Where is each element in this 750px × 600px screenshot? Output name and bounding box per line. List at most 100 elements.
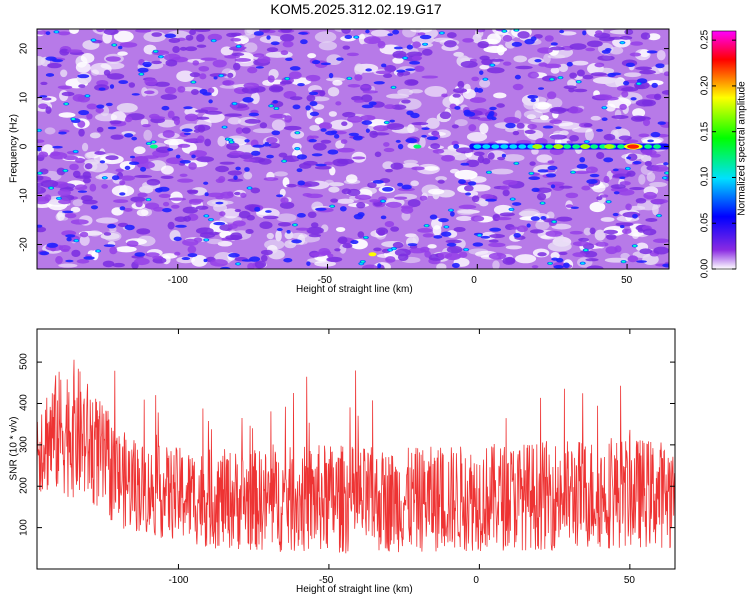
noise-high — [650, 131, 661, 138]
noise-mid — [188, 199, 202, 205]
noise-high — [296, 168, 303, 173]
noise-mid — [160, 175, 174, 180]
noise-peak-core — [444, 225, 449, 228]
noise-high — [542, 125, 554, 129]
noise-peak-core — [37, 129, 41, 132]
noise-mid — [653, 246, 669, 255]
noise-mid — [502, 189, 510, 197]
noise-high — [368, 101, 377, 106]
noise-high — [134, 252, 146, 257]
noise-mid — [179, 46, 187, 51]
noise-mid — [346, 52, 359, 57]
noise-mid — [568, 87, 575, 93]
noise-mid — [406, 51, 423, 58]
noise-high — [474, 87, 479, 93]
noise-high — [651, 82, 658, 88]
noise-mid — [619, 181, 631, 186]
noise-mid — [411, 121, 429, 126]
noise-peak-core — [580, 262, 585, 265]
noise-high — [421, 127, 430, 130]
noise-high — [511, 202, 522, 206]
noise-low — [314, 117, 324, 125]
noise-mid — [168, 197, 187, 201]
noise-low — [410, 29, 433, 33]
noise-mid — [282, 40, 294, 48]
noise-mid — [585, 258, 599, 262]
noise-mid — [109, 120, 122, 125]
noise-mid — [226, 142, 240, 150]
noise-mid — [289, 96, 303, 101]
noise-mid — [488, 242, 506, 248]
noise-mid — [270, 86, 283, 92]
noise-peak-core — [384, 121, 389, 124]
noise-low — [532, 101, 553, 114]
noise-high — [154, 187, 163, 193]
noise-low — [535, 220, 550, 231]
noise-low — [113, 30, 134, 43]
noise-high — [131, 136, 137, 141]
noise-high — [162, 207, 172, 213]
noise-low — [169, 191, 183, 204]
noise-high — [37, 146, 42, 152]
noise-mid — [336, 147, 355, 153]
noise-mid — [589, 227, 596, 235]
noise-high — [540, 216, 547, 220]
noise-high — [289, 66, 301, 71]
noise-mid — [476, 29, 486, 33]
top-y-tick-label: -20 — [18, 236, 30, 252]
noise-mid — [417, 228, 433, 233]
noise-mid — [537, 47, 553, 54]
noise-high — [202, 92, 212, 96]
noise-low — [559, 31, 577, 36]
noise-high — [175, 154, 181, 159]
noise-peak-core — [347, 77, 352, 80]
noise-low — [116, 103, 138, 113]
noise-mid — [318, 122, 333, 130]
noise-high — [603, 157, 614, 163]
noise-mid — [347, 115, 363, 123]
noise-high — [320, 62, 331, 66]
noise-high — [365, 29, 370, 34]
noise-mid — [586, 40, 603, 48]
noise-high — [235, 166, 241, 171]
noise-mid — [105, 155, 119, 161]
noise-peak-core — [388, 249, 392, 252]
noise-high — [297, 180, 306, 186]
noise-peak-core — [153, 50, 158, 53]
noise-high — [39, 251, 50, 256]
noise-peak-core — [285, 77, 290, 80]
noise-low — [426, 117, 440, 129]
noise-mid — [226, 32, 238, 38]
noise-mid — [446, 32, 457, 39]
top-y-axis-label: Frequency (Hz) — [8, 114, 20, 183]
noise-low — [454, 169, 478, 180]
colorbar-tick-label: 0.20 — [699, 75, 711, 96]
noise-high — [203, 181, 209, 185]
noise-high — [395, 139, 401, 143]
noise-mid — [135, 200, 143, 208]
noise-mid — [184, 113, 199, 122]
noise-mid — [243, 158, 256, 162]
noise-high — [372, 179, 384, 184]
noise-mid — [196, 34, 205, 43]
noise-high — [479, 70, 484, 75]
noise-mid — [96, 29, 105, 33]
noise-peak-core — [552, 220, 556, 223]
noise-high — [315, 207, 327, 211]
noise-mid — [650, 198, 669, 204]
noise-peak-core — [423, 43, 427, 46]
bottom-y-axis-label: SNR (10 * v/v) — [8, 416, 20, 481]
noise-mid — [582, 74, 594, 80]
noise-low — [634, 49, 651, 61]
noise-low — [638, 174, 646, 185]
noise-mid — [529, 161, 536, 166]
noise-low — [401, 163, 420, 168]
noise-mid — [477, 155, 485, 164]
noise-high — [111, 175, 120, 181]
noise-low — [70, 206, 81, 213]
noise-peak-core — [583, 249, 588, 252]
noise-high — [361, 104, 374, 109]
bottom-y-tick-label: 500 — [18, 353, 30, 370]
noise-mid — [81, 195, 93, 202]
noise-low — [60, 69, 68, 78]
